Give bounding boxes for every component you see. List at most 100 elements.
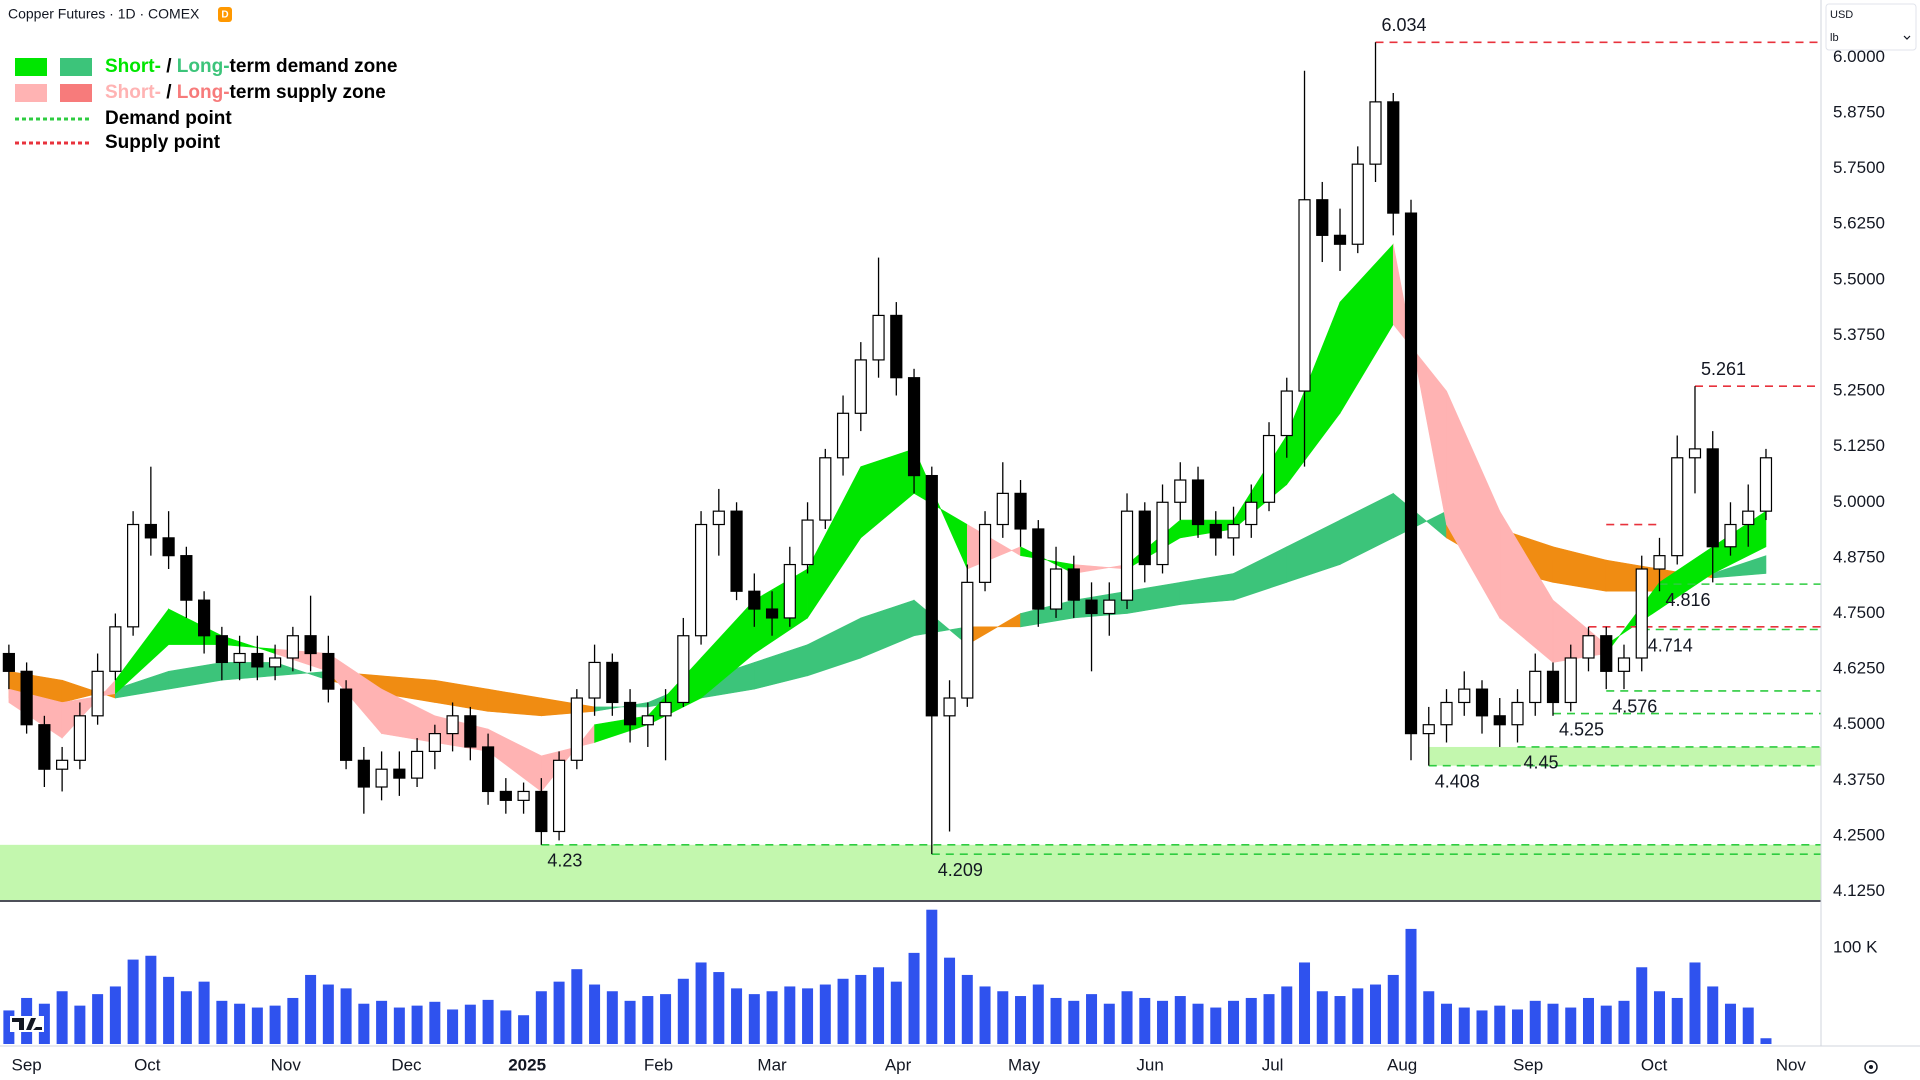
- x-tick-label: Dec: [391, 1055, 422, 1074]
- ma-band-segment: [168, 662, 223, 690]
- ma-band-segment: [754, 644, 808, 690]
- candle-body: [712, 510, 725, 526]
- candle-body: [1688, 448, 1702, 459]
- ma-band-segment: [1286, 301, 1341, 486]
- candles-layer: [2, 42, 1773, 855]
- volume-bar: [802, 988, 814, 1044]
- unit-box[interactable]: [1825, 3, 1917, 51]
- supply-point-label: 5.261: [1701, 359, 1746, 379]
- candle-body: [765, 608, 779, 619]
- y-tick-label: 4.2500: [1833, 825, 1885, 844]
- volume-bar: [908, 952, 920, 1044]
- candle-body: [1617, 657, 1631, 672]
- candle-body: [1227, 523, 1240, 539]
- volume-bar: [571, 969, 583, 1044]
- volume-bar: [127, 959, 139, 1044]
- candle-body: [978, 523, 992, 583]
- ma-band-segment: [1339, 243, 1394, 415]
- candle-body: [943, 697, 956, 717]
- candle-body: [836, 412, 850, 459]
- candle-body: [1475, 688, 1489, 717]
- candle-body: [1138, 510, 1151, 566]
- volume-bar: [784, 986, 796, 1044]
- volume-bar: [1032, 984, 1044, 1044]
- candle-body: [1582, 635, 1595, 659]
- ma-band-segment: [1020, 599, 1075, 628]
- volume-bar: [1618, 1000, 1630, 1044]
- candle-body: [304, 635, 317, 655]
- legend-text-part: Long-: [177, 82, 230, 103]
- candle-body: [339, 688, 353, 761]
- volume-bar: [890, 981, 902, 1044]
- candle-body: [961, 581, 974, 699]
- legend-text-part: Long-: [177, 56, 230, 77]
- volume-bar: [518, 1015, 530, 1044]
- volume-bar: [251, 1007, 263, 1044]
- legend-text-part: Short-: [105, 56, 161, 77]
- y-tick-label: 5.2500: [1833, 381, 1885, 400]
- volume-bar: [180, 991, 192, 1044]
- candle-body: [1422, 724, 1435, 735]
- ma-band-segment: [913, 599, 968, 646]
- candle-body: [1103, 599, 1116, 615]
- volume-bar: [1600, 1005, 1612, 1044]
- candle-body: [854, 359, 867, 414]
- gear-center[interactable]: [1869, 1065, 1873, 1069]
- volume-bar: [287, 997, 299, 1044]
- candle-body: [215, 635, 228, 664]
- candle-body: [1209, 523, 1222, 539]
- ma-band-segment: [807, 466, 862, 619]
- ma-band-segment: [966, 523, 1021, 570]
- candle-body: [1120, 510, 1134, 601]
- volume-bar: [234, 1003, 246, 1044]
- volume-bar: [1316, 991, 1328, 1044]
- candle-body: [819, 457, 832, 521]
- volume-bar: [1245, 997, 1257, 1044]
- currency[interactable]: USD: [1830, 9, 1853, 21]
- ma-band-segment: [434, 715, 489, 752]
- volume-bar: [713, 972, 725, 1044]
- x-tick-label: Jun: [1136, 1055, 1163, 1074]
- candle-body: [91, 670, 104, 717]
- badge-text: D: [221, 10, 228, 21]
- volume-bar: [92, 994, 104, 1044]
- volume-bar: [216, 1000, 228, 1044]
- candle-body: [1351, 163, 1364, 245]
- candle-body: [588, 661, 601, 699]
- volume-bar: [163, 976, 175, 1044]
- candle-body: [198, 599, 211, 637]
- candle-body: [20, 670, 33, 726]
- legend-text-part: /: [161, 56, 177, 77]
- volume-bar: [74, 1005, 86, 1044]
- gear-ring[interactable]: [1864, 1060, 1878, 1074]
- volume-bar: [731, 988, 743, 1044]
- volume-bar: [429, 1001, 441, 1044]
- x-tick-label: 2025: [508, 1055, 546, 1074]
- volume-bar: [1210, 1007, 1222, 1044]
- volume-bar: [1263, 994, 1275, 1044]
- volume-bar: [38, 1003, 50, 1044]
- candle-body: [73, 715, 86, 761]
- x-tick-label: Sep: [1513, 1055, 1543, 1074]
- candle-body: [481, 746, 495, 793]
- volume-bar: [1724, 1003, 1736, 1044]
- volume-bar: [1334, 996, 1346, 1044]
- volume-bar: [1299, 962, 1311, 1044]
- legend-text-part: term supply zone: [230, 82, 386, 103]
- y-tick-label: 5.6250: [1833, 214, 1885, 233]
- candle-body: [907, 377, 921, 477]
- ma-band-segment: [647, 657, 702, 726]
- unit[interactable]: lb: [1830, 32, 1839, 44]
- candle-body: [322, 652, 335, 690]
- candle-body: [623, 701, 637, 726]
- candle-body: [269, 657, 282, 668]
- candle-body: [1049, 568, 1063, 610]
- candle-body: [730, 510, 743, 592]
- volume-bar: [500, 1010, 512, 1044]
- y-tick-label: 4.8750: [1833, 547, 1885, 566]
- demand-point-label: 4.45: [1524, 753, 1559, 773]
- settings-icon[interactable]: [1864, 1060, 1878, 1074]
- ma-band-segment: [1552, 546, 1607, 592]
- legend-entry: Demand point: [105, 108, 232, 129]
